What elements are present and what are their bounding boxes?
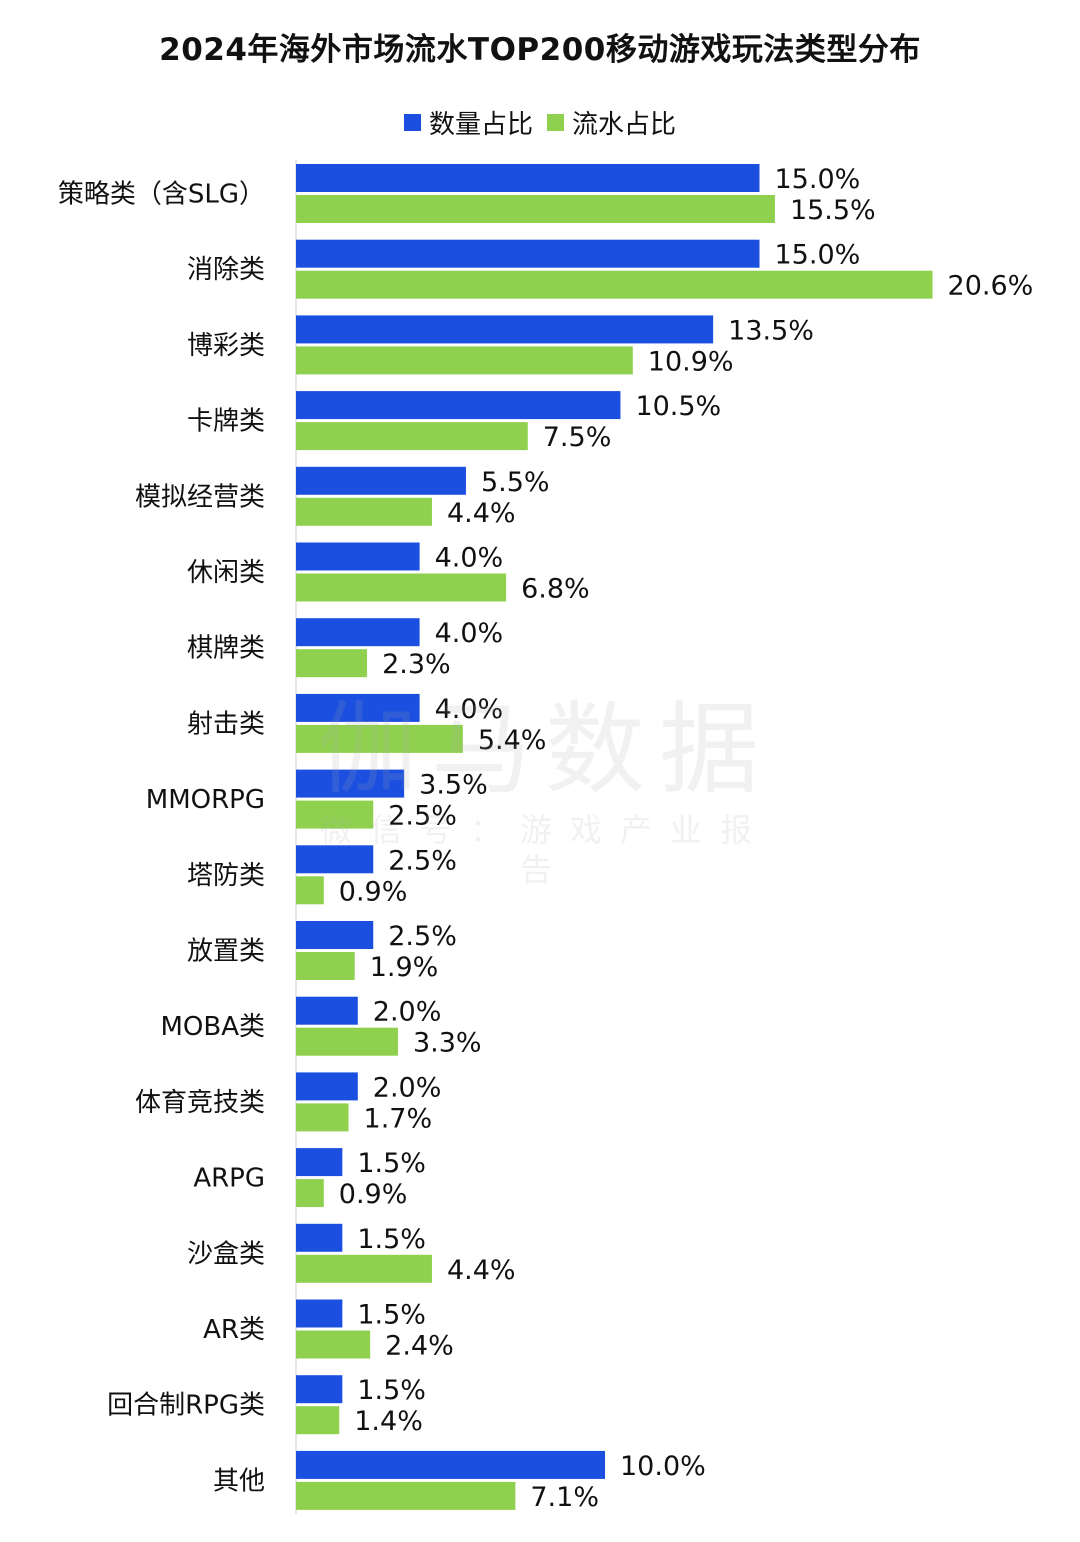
bar-revenue-share	[296, 497, 432, 526]
data-label-count: 15.0%	[775, 240, 861, 271]
category-label: 其他	[213, 1466, 265, 1496]
data-label-revenue: 10.9%	[648, 346, 734, 377]
data-label-revenue: 4.4%	[447, 1255, 516, 1286]
bar-count-share	[296, 1299, 343, 1328]
bar-count-share	[296, 618, 420, 647]
category-label: ARPG	[193, 1164, 265, 1194]
category-label: MMORPG	[146, 785, 265, 815]
bar-count-share	[296, 391, 621, 420]
data-label-revenue: 20.6%	[948, 271, 1034, 302]
category-label: 策略类（含SLG）	[58, 180, 265, 210]
legend-label-revenue: 流水占比	[572, 110, 677, 140]
data-label-revenue: 2.5%	[388, 801, 457, 832]
category-label: 棋牌类	[187, 634, 265, 664]
bar-revenue-share	[296, 800, 374, 829]
data-label-count: 2.5%	[388, 845, 457, 876]
bar-count-share	[296, 239, 760, 268]
data-label-revenue: 6.8%	[521, 574, 590, 605]
bar-count-share	[296, 1148, 343, 1177]
bar-revenue-share	[296, 195, 775, 223]
data-label-count: 4.0%	[435, 618, 504, 649]
bar-revenue-share	[296, 649, 368, 678]
legend-label-count: 数量占比	[428, 110, 533, 140]
bar-count-share	[296, 542, 420, 571]
data-label-count: 13.5%	[728, 315, 814, 346]
bar-count-share	[296, 1223, 343, 1252]
bar-revenue-share	[296, 1330, 371, 1359]
bar-count-share	[296, 1450, 605, 1479]
data-label-count: 2.5%	[388, 921, 457, 952]
bar-revenue-share	[296, 1406, 340, 1435]
bar-count-share	[296, 1375, 343, 1404]
bar-revenue-share	[296, 724, 463, 753]
category-label: 沙盒类	[187, 1239, 265, 1269]
bar-count-share	[296, 1072, 358, 1101]
data-label-count: 1.5%	[357, 1148, 426, 1179]
data-label-count: 4.0%	[435, 543, 504, 574]
data-label-count: 2.0%	[373, 1072, 442, 1103]
bar-count-share	[296, 921, 374, 949]
chart-title: 2024年海外市场流水TOP200移动游戏玩法类型分布	[159, 32, 921, 68]
legend-item-count: 数量占比	[403, 104, 533, 141]
data-label-count: 2.0%	[373, 997, 442, 1028]
data-label-count: 5.5%	[481, 467, 550, 498]
bar-count-share	[296, 845, 374, 874]
data-label-count: 1.5%	[357, 1375, 426, 1406]
legend-item-revenue: 流水占比	[547, 104, 676, 141]
bar-count-share	[296, 996, 358, 1025]
data-label-revenue: 0.9%	[339, 1179, 408, 1210]
data-label-count: 10.0%	[620, 1451, 706, 1482]
category-label: 塔防类	[187, 861, 265, 891]
bar-revenue-share	[296, 346, 633, 375]
category-label: 博彩类	[187, 331, 265, 361]
category-label: 卡牌类	[187, 407, 265, 437]
bar-revenue-share	[296, 952, 355, 980]
bar-revenue-share	[296, 270, 933, 299]
data-label-revenue: 3.3%	[413, 1028, 482, 1059]
data-label-revenue: 7.5%	[543, 422, 612, 453]
data-label-revenue: 7.1%	[530, 1482, 599, 1513]
data-label-count: 3.5%	[419, 770, 488, 801]
data-label-count: 15.0%	[775, 164, 861, 195]
category-label: 模拟经营类	[135, 482, 265, 512]
bar-revenue-share	[296, 876, 324, 905]
legend-swatch-revenue	[547, 114, 564, 131]
bar-revenue-share	[296, 1179, 324, 1208]
category-label: 休闲类	[187, 558, 265, 588]
bar-count-share	[296, 315, 714, 344]
category-label: 体育竞技类	[135, 1088, 265, 1118]
bar-revenue-share	[296, 1481, 516, 1510]
category-label: AR类	[203, 1315, 265, 1345]
bar-revenue-share	[296, 1103, 349, 1132]
data-label-revenue: 0.9%	[339, 876, 408, 907]
category-label: 回合制RPG类	[107, 1391, 265, 1421]
bar-count-share	[296, 769, 405, 798]
data-label-revenue: 1.7%	[364, 1103, 433, 1134]
bar-count-share	[296, 164, 760, 192]
bar-revenue-share	[296, 422, 528, 451]
data-label-revenue: 4.4%	[447, 498, 516, 529]
data-label-count: 10.5%	[635, 391, 721, 422]
data-label-count: 4.0%	[435, 694, 504, 725]
bar-revenue-share	[296, 573, 507, 602]
category-label: 放置类	[187, 937, 265, 967]
bar-count-share	[296, 466, 466, 495]
bar-revenue-share	[296, 1027, 398, 1056]
bar-count-share	[296, 693, 420, 722]
data-label-revenue: 2.3%	[382, 649, 451, 680]
data-label-revenue: 15.5%	[790, 195, 876, 226]
category-label: MOBA类	[160, 1012, 265, 1042]
category-label: 射击类	[187, 709, 265, 739]
data-label-revenue: 5.4%	[478, 725, 547, 756]
chart-legend: 数量占比 流水占比	[0, 104, 1080, 141]
data-label-revenue: 2.4%	[385, 1331, 454, 1362]
data-label-revenue: 1.4%	[354, 1406, 423, 1437]
data-label-count: 1.5%	[357, 1300, 426, 1331]
data-label-revenue: 1.9%	[370, 952, 439, 983]
data-label-count: 1.5%	[357, 1224, 426, 1255]
category-label: 消除类	[187, 255, 265, 285]
legend-swatch-count	[403, 114, 421, 131]
bar-revenue-share	[296, 1254, 432, 1283]
